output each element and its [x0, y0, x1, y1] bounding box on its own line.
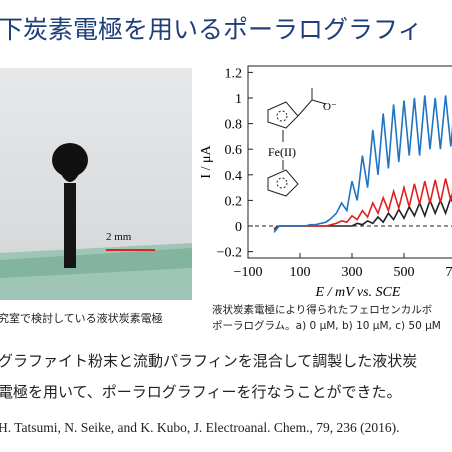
annotation: O⁻ [323, 101, 337, 113]
y-tick-label: 0.8 [225, 118, 243, 133]
y-tick-label: 0 [235, 220, 242, 235]
chart-caption: ポーラログラム。a) 0 μM, b) 10 μM, c) 50 μM [212, 320, 441, 332]
molecule: O⁻ Fe(II) [267, 88, 337, 197]
reference: H. Tatsumi, N. Seike, and K. Kubo, J. El… [0, 420, 400, 435]
x-tick-label: −100 [234, 265, 263, 280]
series-line [273, 95, 452, 233]
y-axis-label: I / μA [199, 145, 214, 179]
x-tick-label: 500 [394, 265, 415, 280]
series-line [273, 178, 452, 231]
chart: −0.2 0 0.2 0.4 0.6 0.8 1 1.2 −100 100 300 500 700 E /… [199, 65, 452, 300]
x-tick-label: 100 [290, 265, 311, 280]
series-line [273, 195, 452, 230]
body-text: 電極を用いて、ポーラログラフィーを行なうことができた。 [0, 383, 402, 401]
ring [267, 101, 299, 129]
x-tick-label: 300 [342, 265, 363, 280]
carboxyl [297, 88, 327, 117]
y-tick-label: 0.6 [225, 143, 243, 158]
plot-frame [247, 65, 452, 259]
ring-dot [276, 110, 288, 122]
y-tick-label: 0.2 [225, 194, 243, 209]
y-tick-label: −0.2 [217, 246, 242, 261]
y-tick-label: 1.2 [225, 66, 243, 81]
photo-caption: 究室で検討している液状炭素電極 [0, 312, 163, 325]
ring-dot [276, 177, 288, 189]
annotation: Fe(II) [268, 145, 296, 159]
chart-caption: 液状炭素電極により得られたフェロセンカルボ [212, 304, 433, 316]
photo: 2 mm [0, 68, 192, 300]
x-axis-label: E / mV vs. SCE [315, 285, 401, 300]
y-tick-label: 1 [235, 92, 242, 107]
ring [267, 169, 299, 197]
slide-title: 下炭素電極を用いるポーラログラフィ [0, 15, 423, 44]
x-tick-label: 700 [446, 265, 452, 280]
body-text: グラファイト粉末と流動パラフィンを混合して調製した液状炭 [0, 352, 418, 370]
y-tick-label: 0.4 [225, 169, 243, 184]
scale-label: 2 mm [106, 231, 132, 243]
